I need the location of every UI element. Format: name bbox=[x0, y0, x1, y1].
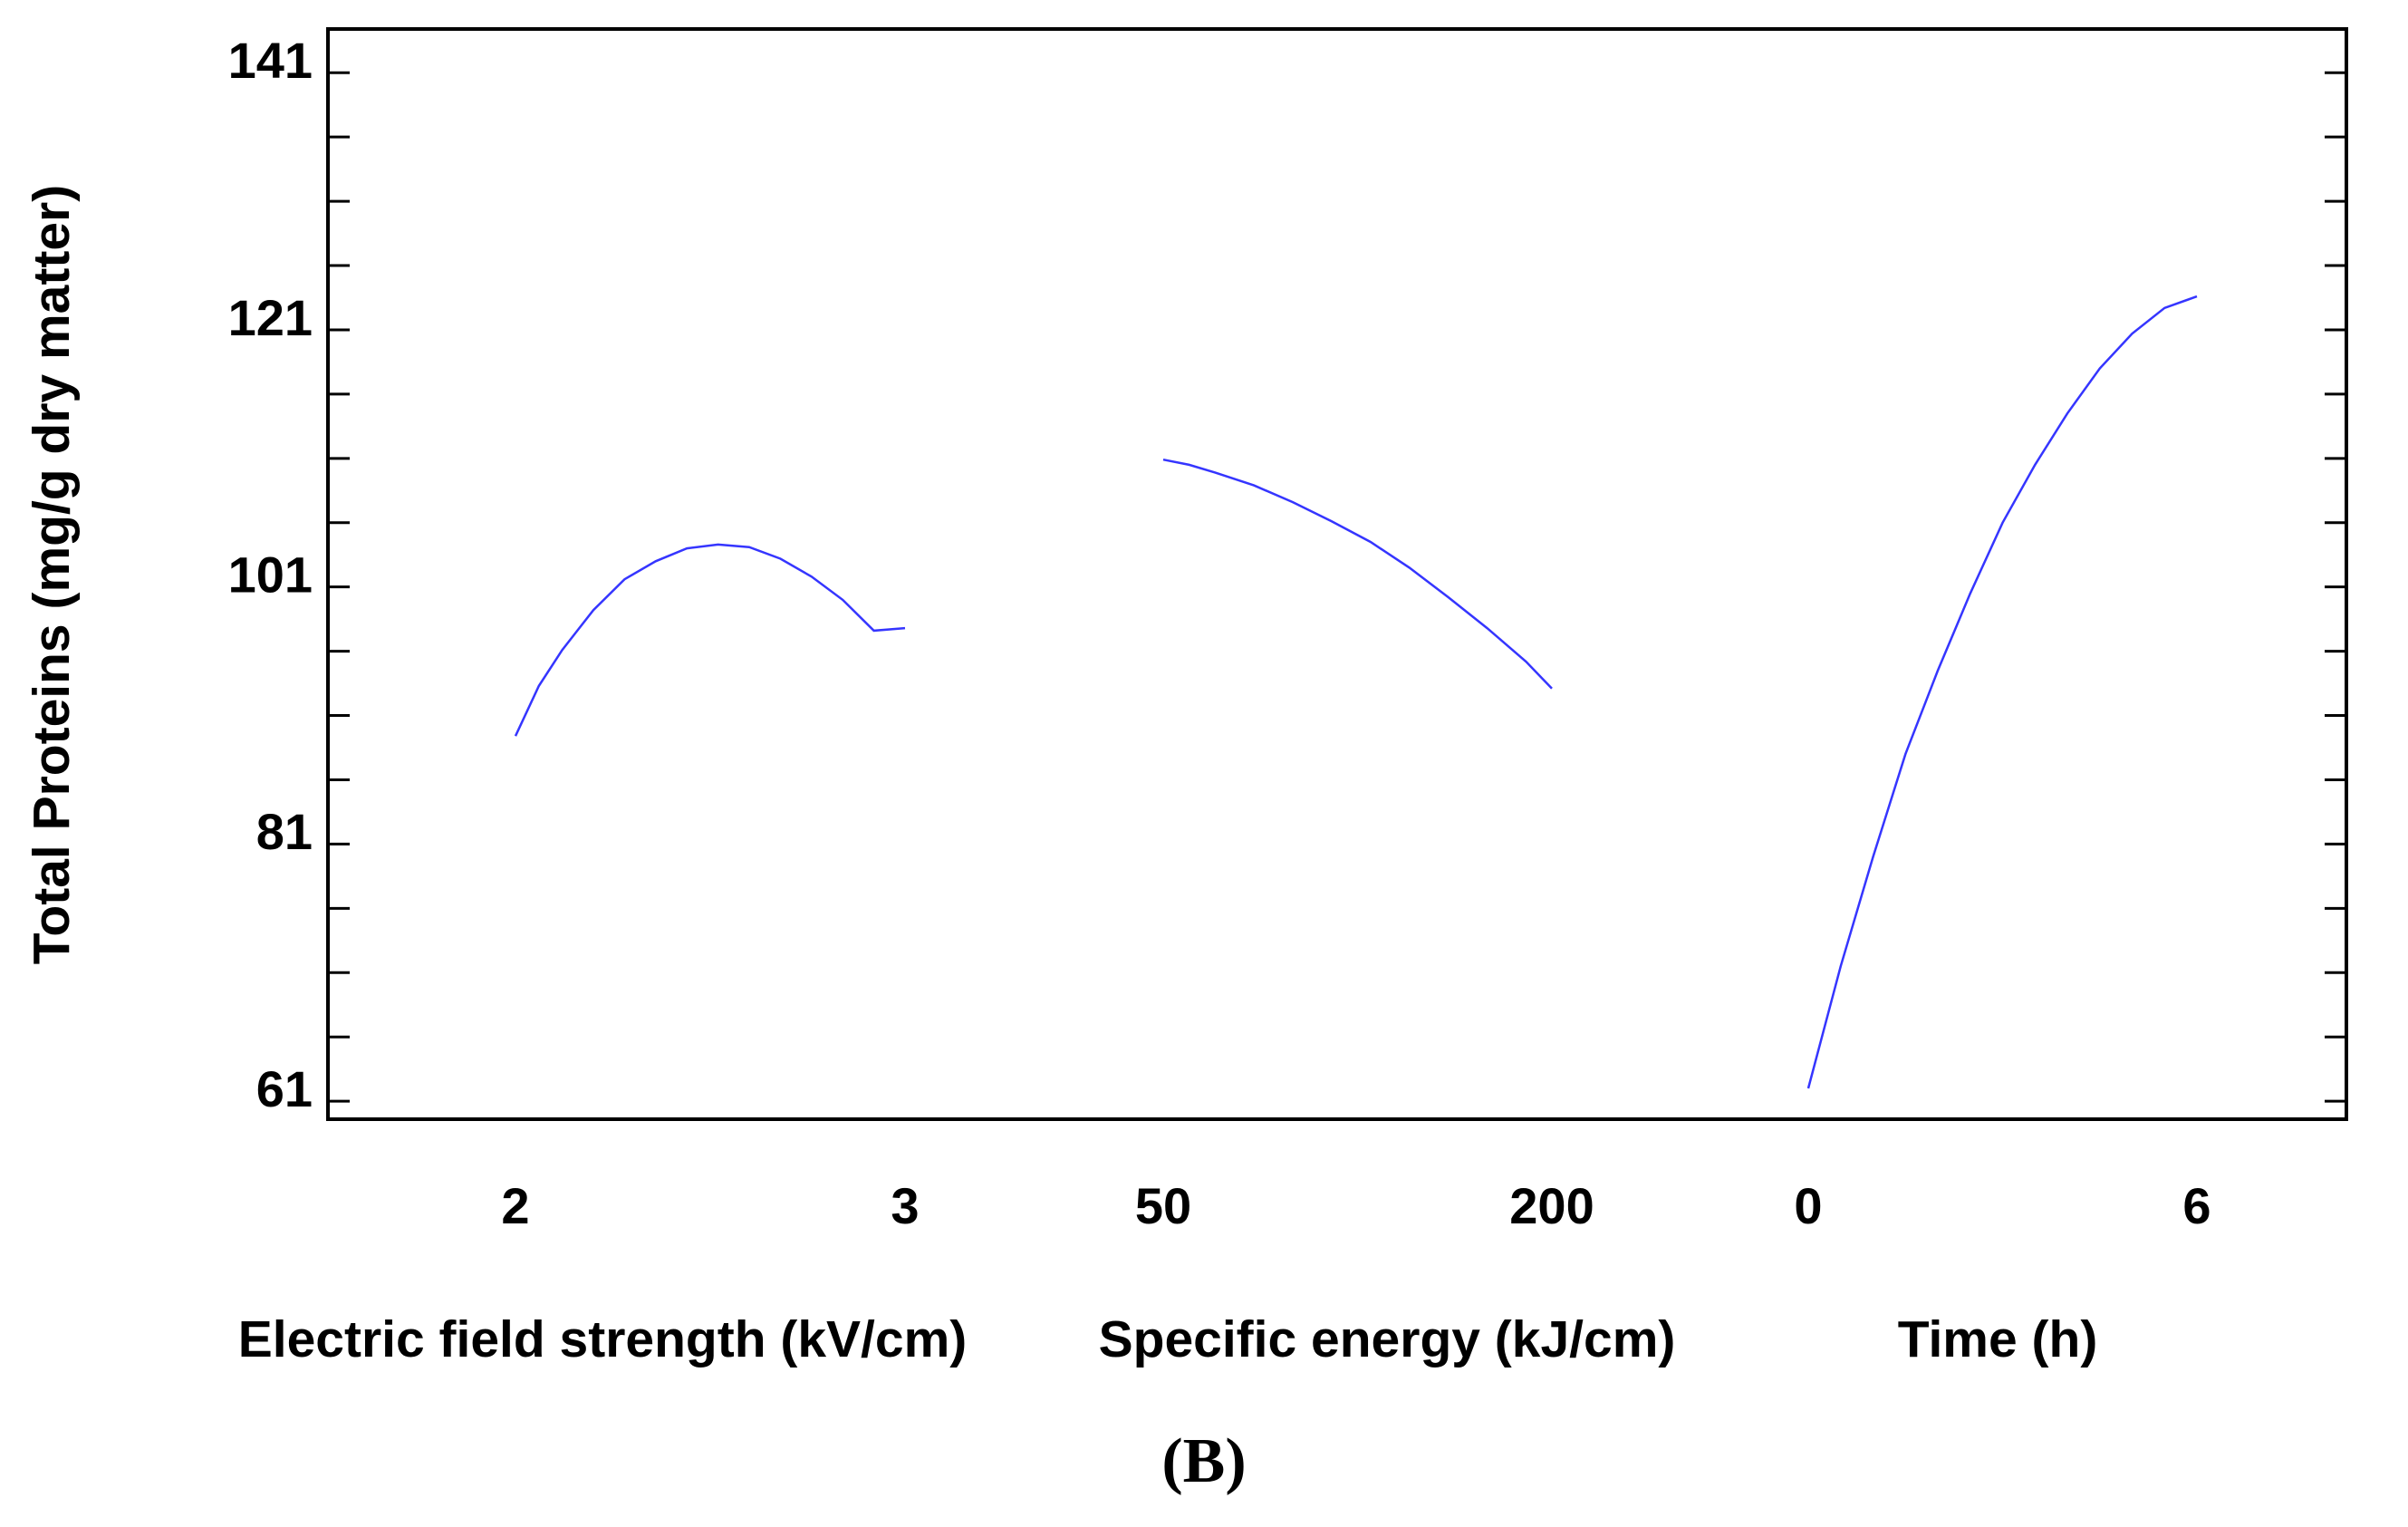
y-tick-label: 81 bbox=[256, 803, 313, 860]
y-tick-label: 61 bbox=[256, 1060, 313, 1117]
y-tick-labels: 141 121 101 81 61 bbox=[228, 32, 313, 1117]
plot-frame bbox=[326, 27, 2348, 1121]
x-tick-labels: 2 3 50 200 0 6 bbox=[501, 1177, 2211, 1234]
y-tick-label: 121 bbox=[228, 289, 313, 346]
series-line-3 bbox=[1806, 295, 2198, 1089]
axis-ticks bbox=[328, 71, 2346, 1103]
y-axis-title: Total Proteins (mg/g dry matter) bbox=[23, 185, 81, 964]
panel-label-letter: B bbox=[1183, 1426, 1226, 1496]
x-tick-label: 6 bbox=[2182, 1177, 2211, 1234]
x-axis-titles: Electric field strength (kV/cm) Specific … bbox=[238, 1310, 2098, 1368]
series-line-1 bbox=[514, 543, 906, 737]
x-tick-label: 3 bbox=[891, 1177, 919, 1234]
x-tick-label: 2 bbox=[501, 1177, 529, 1234]
x-tick-label: 50 bbox=[1135, 1177, 1191, 1234]
series-lines bbox=[514, 295, 2198, 1089]
x-tick-label: 200 bbox=[1509, 1177, 1594, 1234]
x-axis-title-1: Electric field strength (kV/cm) bbox=[238, 1310, 968, 1368]
x-axis-title-2: Specific energy (kJ/cm) bbox=[1099, 1310, 1676, 1368]
y-tick-label: 141 bbox=[228, 32, 313, 89]
y-tick-label: 101 bbox=[228, 546, 313, 604]
panel-label: (B) bbox=[1161, 1426, 1246, 1496]
series-line-2 bbox=[1162, 458, 1553, 690]
x-axis-title-3: Time (h) bbox=[1898, 1310, 2098, 1368]
x-tick-label: 0 bbox=[1794, 1177, 1822, 1234]
